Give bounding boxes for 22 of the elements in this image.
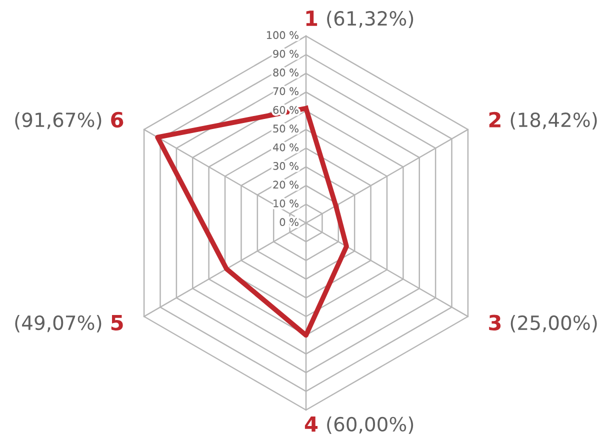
text: (61,32%) [327, 10, 414, 28]
y-tick-label: 20 % [273, 180, 298, 189]
text: (25,00%) [510, 315, 597, 332]
text: (60,00%) [327, 416, 414, 434]
y-tick-label: 40 % [273, 143, 298, 152]
text: (49,07%) [15, 315, 102, 332]
y-tick-label: 100 % [267, 31, 298, 40]
y-tick-label: 10 % [274, 199, 298, 208]
spoke-label: 3 [489, 314, 501, 330]
spoke-label: 5 [111, 315, 123, 330]
text: (91,67%) [15, 112, 102, 130]
y-tick-label: 70 % [273, 87, 298, 96]
spoke-label: 2 [489, 112, 500, 128]
y-tick-label: 30 % [273, 162, 298, 170]
y-tick-label: 90 % [273, 50, 298, 58]
text: (18,42%) [510, 112, 597, 130]
y-tick-label: 0 % [280, 218, 298, 226]
y-tick-label: 80 % [273, 68, 298, 76]
spoke-label: 4 [304, 416, 318, 432]
spoke-label: 6 [111, 112, 124, 128]
y-tick-label: 50 % [273, 124, 298, 133]
spoke-label: 1 [306, 10, 318, 26]
